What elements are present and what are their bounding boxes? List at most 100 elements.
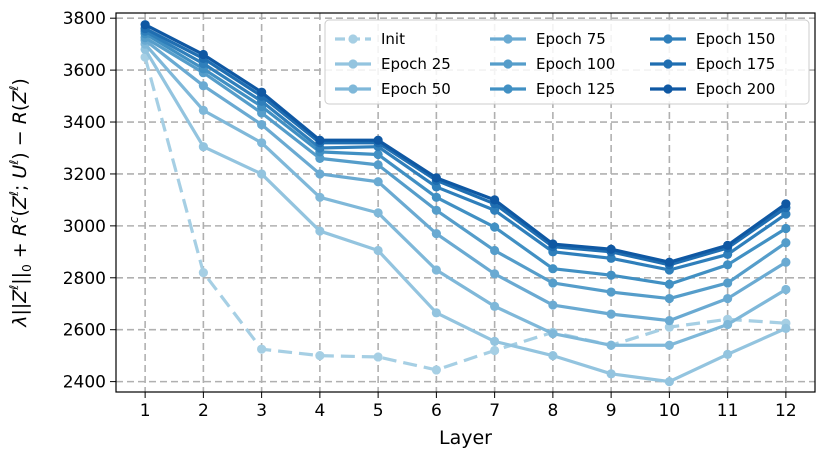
legend-label: Epoch 125 <box>536 80 615 98</box>
y-axis-label: λ||Zℓ||0 + Rc(Zℓ; Uℓ) − R(Zℓ) <box>7 78 34 328</box>
x-tick-label: 4 <box>314 401 325 421</box>
data-point <box>548 300 558 310</box>
data-point <box>257 169 267 179</box>
data-point <box>431 265 441 275</box>
legend-item: Epoch 175 <box>650 55 775 73</box>
data-point <box>257 138 267 148</box>
data-point <box>431 192 441 202</box>
x-tick-label: 11 <box>717 401 739 421</box>
legend-box <box>324 19 810 105</box>
x-tick-label: 7 <box>489 401 500 421</box>
legend-item: Epoch 100 <box>490 55 615 73</box>
data-point <box>548 264 558 274</box>
x-axis-label: Layer <box>439 427 492 449</box>
data-point <box>140 20 150 30</box>
series-epoch-125 <box>140 29 791 289</box>
data-point <box>373 245 383 256</box>
data-point <box>257 120 267 130</box>
data-point <box>315 351 325 361</box>
legend-label: Epoch 25 <box>381 55 451 73</box>
y-axis-ticks: 2400 2600 2800 3000 3200 3400 3600 3800 <box>63 9 116 393</box>
data-point <box>781 284 791 295</box>
legend-marker <box>348 34 358 44</box>
data-point <box>490 222 500 232</box>
x-tick-label: 5 <box>373 401 384 421</box>
data-point <box>548 278 558 288</box>
series-epoch-200 <box>140 20 791 267</box>
data-point <box>373 177 383 187</box>
series-line <box>143 43 787 347</box>
data-point <box>198 142 208 152</box>
legend: Init Epoch 25 Epoch 50 Epoch 75 Epoch 100 Epo… <box>324 19 810 105</box>
legend-item: Epoch 25 <box>335 55 451 73</box>
data-point <box>431 365 441 375</box>
data-point <box>664 340 674 350</box>
data-point <box>198 49 208 60</box>
data-point <box>431 229 441 239</box>
data-point <box>664 377 674 387</box>
data-point <box>373 208 383 218</box>
legend-marker <box>503 34 513 44</box>
data-point <box>490 345 500 356</box>
legend-label: Epoch 50 <box>381 80 451 98</box>
data-point <box>723 260 733 270</box>
data-point <box>723 240 733 250</box>
data-point <box>606 309 616 319</box>
legend-marker <box>663 34 673 44</box>
data-point <box>490 269 500 279</box>
data-point <box>198 105 208 115</box>
x-tick-label: 3 <box>256 401 267 421</box>
x-tick-label: 1 <box>140 401 151 421</box>
data-point <box>781 199 791 209</box>
y-tick-label: 2600 <box>63 321 106 341</box>
data-point <box>606 340 616 350</box>
data-point <box>431 205 441 215</box>
data-point <box>548 328 558 339</box>
data-point <box>664 316 674 326</box>
x-tick-label: 9 <box>606 401 617 421</box>
data-point <box>315 153 325 163</box>
y-tick-label: 2800 <box>63 269 106 289</box>
legend-marker <box>663 84 673 94</box>
data-point <box>373 149 383 160</box>
data-point <box>664 257 674 267</box>
data-point <box>373 352 383 362</box>
legend-item: Epoch 200 <box>650 80 775 98</box>
legend-marker <box>348 84 358 94</box>
legend-label: Epoch 200 <box>696 80 775 98</box>
x-tick-label: 2 <box>198 401 209 421</box>
data-point <box>315 169 325 179</box>
legend-label: Epoch 75 <box>536 30 606 48</box>
plot-frame <box>115 12 816 393</box>
y-tick-label: 3800 <box>63 9 106 29</box>
data-point <box>664 279 674 289</box>
series-epoch-75 <box>140 35 791 326</box>
data-point <box>606 244 616 254</box>
data-point <box>723 293 733 304</box>
data-point <box>257 344 267 354</box>
data-point <box>431 308 441 318</box>
data-point <box>606 287 616 297</box>
data-point <box>548 239 558 249</box>
series-line <box>144 27 787 267</box>
data-point <box>315 135 325 145</box>
x-tick-label: 10 <box>659 401 681 421</box>
legend-item: Epoch 125 <box>490 80 615 98</box>
data-point <box>315 226 325 236</box>
data-point <box>606 270 616 280</box>
data-point <box>781 238 791 248</box>
data-point <box>606 369 616 379</box>
series-line <box>144 38 787 323</box>
data-point <box>373 135 383 145</box>
data-point <box>781 323 791 334</box>
data-point <box>198 81 208 91</box>
series-epoch-25 <box>140 44 791 387</box>
data-point <box>781 223 791 234</box>
data-point <box>315 192 325 202</box>
y-tick-label: 3200 <box>63 165 106 185</box>
data-point <box>490 205 500 215</box>
data-point <box>431 182 441 192</box>
series-init <box>140 52 791 375</box>
data-point <box>781 257 791 267</box>
